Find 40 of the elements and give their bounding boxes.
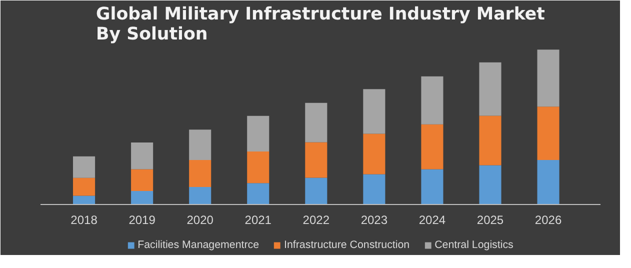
bar	[189, 187, 212, 204]
bar	[247, 116, 270, 152]
bar	[131, 169, 154, 192]
legend-label: Infrastructure Construction	[284, 239, 410, 251]
bar	[189, 160, 212, 188]
bar	[189, 130, 212, 160]
x-tick-label: 2019	[128, 213, 156, 228]
chart-title: Global Military Infrastructure Industry Market By Solution	[96, 4, 545, 44]
x-tick-label: 2023	[360, 213, 388, 228]
bar	[131, 142, 154, 170]
bar	[479, 116, 502, 166]
bar	[537, 160, 560, 204]
bar	[247, 183, 270, 204]
bar	[421, 169, 444, 204]
bar	[537, 106, 560, 160]
bar	[479, 62, 502, 116]
x-tick-label: 2021	[244, 213, 272, 228]
bar	[305, 142, 328, 178]
bar	[537, 50, 560, 107]
bar	[421, 76, 444, 124]
bar	[247, 151, 270, 184]
x-tick-label: 2024	[418, 213, 446, 228]
bar	[421, 124, 444, 170]
x-tick-label: 2018	[70, 213, 98, 228]
legend-label: Facilities Managementrce	[138, 239, 260, 251]
x-tick-label: 2026	[534, 213, 562, 228]
bar	[305, 102, 328, 142]
bar	[131, 191, 154, 204]
x-tick-label: 2025	[476, 213, 504, 228]
legend-label: Central Logistics	[434, 239, 514, 251]
x-tick-label: 2022	[302, 213, 330, 228]
bar	[72, 178, 96, 196]
x-tick-label: 2020	[186, 213, 214, 228]
bar	[479, 165, 502, 204]
bar	[363, 174, 386, 204]
bar	[72, 156, 96, 178]
bar	[72, 196, 96, 204]
bar	[363, 134, 386, 174]
bar	[363, 89, 386, 134]
bar	[305, 178, 328, 204]
